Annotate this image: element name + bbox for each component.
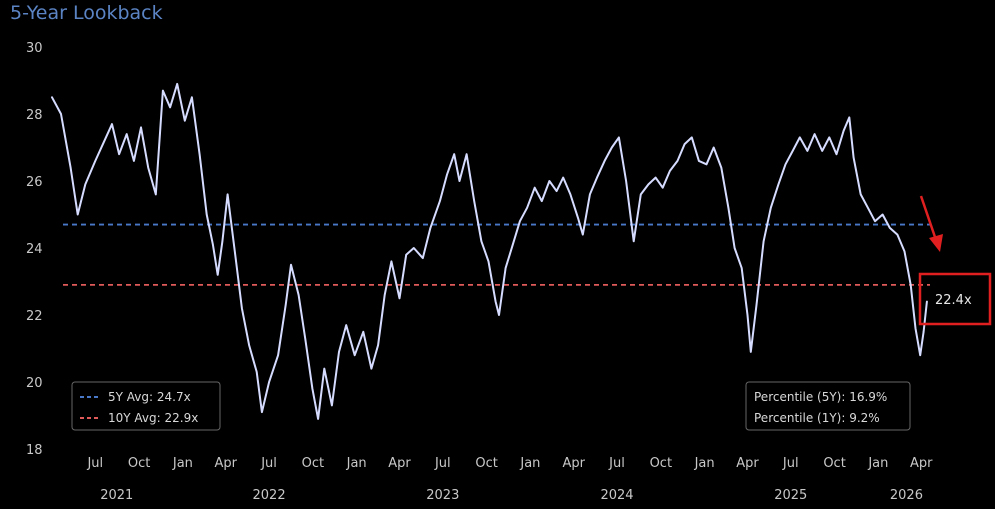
y-tick-label: 30 (26, 41, 43, 56)
x-tick-label: Apr (910, 456, 933, 471)
reference-lines (63, 223, 930, 286)
y-tick-label: 28 (26, 108, 43, 123)
x-tick-label: Jul (782, 456, 799, 471)
x-axis-year-labels: 2021 2022 2023 2024 2025 2026 (100, 488, 923, 503)
legend-box: 5Y Avg: 24.7x 10Y Avg: 22.9x (71, 381, 221, 431)
x-tick-label: Jul (260, 456, 277, 471)
x-year-label: 2022 (253, 488, 286, 503)
y-tick-label: 20 (26, 376, 43, 391)
x-tick-label: Oct (128, 456, 150, 471)
callout-arrowhead-icon (929, 234, 943, 252)
percentile-1y: Percentile (1Y): 9.2% (754, 411, 880, 425)
callout-value: 22.4x (935, 293, 972, 308)
x-tick-label: Apr (562, 456, 585, 471)
y-axis-ticks: 18 20 22 24 26 28 30 (26, 41, 43, 458)
callout: 22.4x (918, 195, 992, 326)
y-tick-label: 26 (26, 175, 43, 190)
chart-title: 5-Year Lookback (10, 2, 163, 24)
x-tick-label: Oct (302, 456, 324, 471)
y-tick-label: 22 (26, 309, 43, 324)
x-year-label: 2021 (100, 488, 133, 503)
x-tick-label: Oct (650, 456, 672, 471)
percentile-box: Percentile (5Y): 16.9% Percentile (1Y): … (745, 381, 911, 431)
legend-label-5y-avg: 5Y Avg: 24.7x (108, 390, 191, 404)
x-tick-label: Jul (86, 456, 103, 471)
legend-label-10y-avg: 10Y Avg: 22.9x (108, 411, 198, 425)
callout-arrow-shaft (919, 195, 938, 241)
x-tick-label: Jan (867, 456, 888, 471)
x-tick-label: Apr (214, 456, 237, 471)
x-tick-label: Jan (694, 456, 715, 471)
x-tick-label: Jan (346, 456, 367, 471)
x-axis-month-ticks: Jul Oct Jan Apr Jul Oct Jan Apr Jul Oct Jan Apr Jul O… (86, 456, 933, 471)
y-tick-label: 18 (26, 443, 43, 458)
x-tick-label: Apr (736, 456, 759, 471)
x-tick-label: Jul (608, 456, 625, 471)
x-year-label: 2026 (890, 488, 923, 503)
x-tick-label: Jan (172, 456, 193, 471)
x-tick-label: Oct (475, 456, 497, 471)
x-tick-label: Oct (823, 456, 845, 471)
series-line (51, 82, 928, 420)
x-year-label: 2025 (774, 488, 807, 503)
y-tick-label: 24 (26, 242, 43, 257)
x-year-label: 2024 (600, 488, 633, 503)
x-tick-label: Jul (434, 456, 451, 471)
x-tick-label: Jan (519, 456, 540, 471)
callout-box (918, 272, 992, 326)
series-group (51, 82, 928, 420)
percentile-5y: Percentile (5Y): 16.9% (754, 390, 887, 404)
x-year-label: 2023 (426, 488, 459, 503)
x-tick-label: Apr (388, 456, 411, 471)
